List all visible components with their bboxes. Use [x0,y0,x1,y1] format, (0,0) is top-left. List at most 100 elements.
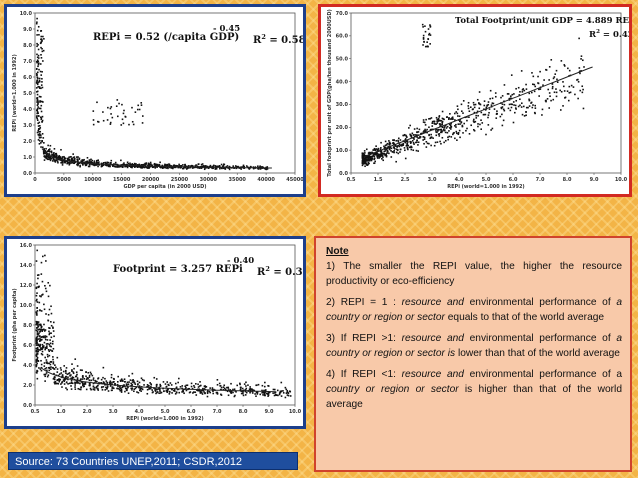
data-point [45,335,48,338]
data-point [121,379,123,382]
data-point [373,162,375,165]
data-point [112,377,115,380]
data-point [202,165,205,167]
data-point [38,367,40,369]
data-point [195,164,197,166]
data-point [398,143,401,146]
data-point [399,148,402,151]
data-point [485,133,487,136]
data-point [473,121,475,124]
data-point [265,168,268,171]
data-point [411,140,414,142]
data-point [369,155,371,158]
data-point [216,391,219,394]
data-point [392,139,394,141]
data-point [40,363,43,366]
data-point [43,142,45,144]
data-point [81,160,84,162]
data-point [212,167,214,170]
data-point [48,333,51,336]
data-point [61,160,64,163]
data-point [73,162,75,165]
data-point [507,107,510,110]
data-point [508,97,511,100]
data-point [555,91,558,94]
note-item-2-a: 2) REPI = 1 : [326,297,402,308]
data-point [192,391,195,393]
data-point [36,61,38,64]
x-tick-label: 6.0 [509,177,518,183]
data-point [438,115,441,117]
data-point [458,120,461,123]
data-point [48,354,51,357]
data-point [440,131,443,134]
data-point [55,159,58,161]
data-point [197,386,200,388]
note-item-3-e: lower than that of the world average [455,348,620,359]
data-point [534,107,537,109]
data-point [473,106,476,109]
data-point [548,79,550,81]
data-point [67,372,70,375]
data-point [133,380,135,383]
data-point [37,103,39,105]
data-point [36,131,39,134]
data-point [426,41,428,43]
data-point [548,92,551,94]
data-point [232,388,234,391]
data-point [35,336,38,339]
data-point [285,388,288,391]
data-point [106,385,109,388]
data-point [211,388,214,391]
data-point [380,152,382,154]
data-point [376,155,379,158]
data-point [449,113,451,115]
data-point [123,109,125,112]
data-point [37,349,40,351]
data-point [416,141,418,144]
data-point [39,368,42,370]
data-point [35,321,38,323]
data-point [175,391,178,394]
data-point [397,152,400,155]
data-point [104,389,107,391]
data-point [49,339,51,341]
data-point [532,104,534,106]
note-item-2: 2) REPI = 1 : resource and environmental… [326,295,622,325]
data-point [487,124,490,126]
data-point [37,286,40,289]
data-point [272,392,274,394]
data-point [473,129,476,132]
data-point [88,163,91,166]
data-point [511,93,514,96]
data-point [406,147,409,150]
data-point [284,396,287,399]
data-point [450,136,453,138]
data-point [435,134,438,137]
data-point [52,362,55,365]
data-point [116,166,119,168]
data-point [365,148,368,151]
data-point [41,81,43,83]
x-tick-label: 15000 [113,177,131,183]
data-point [372,155,374,157]
data-point [35,337,38,340]
data-point [43,308,46,311]
data-point [110,162,112,164]
data-point [185,389,188,392]
data-point [441,117,444,120]
data-point [86,160,89,163]
data-point [265,392,268,395]
data-point [111,386,114,388]
data-point [424,45,427,48]
data-point [39,337,41,340]
data-point [35,260,38,262]
x-tick-label: 0.5 [347,177,356,183]
data-point [86,156,89,159]
data-point [434,129,437,131]
data-point [106,164,109,166]
data-point [368,157,371,159]
data-point [42,255,44,258]
data-point [37,63,40,66]
data-point [38,79,41,82]
